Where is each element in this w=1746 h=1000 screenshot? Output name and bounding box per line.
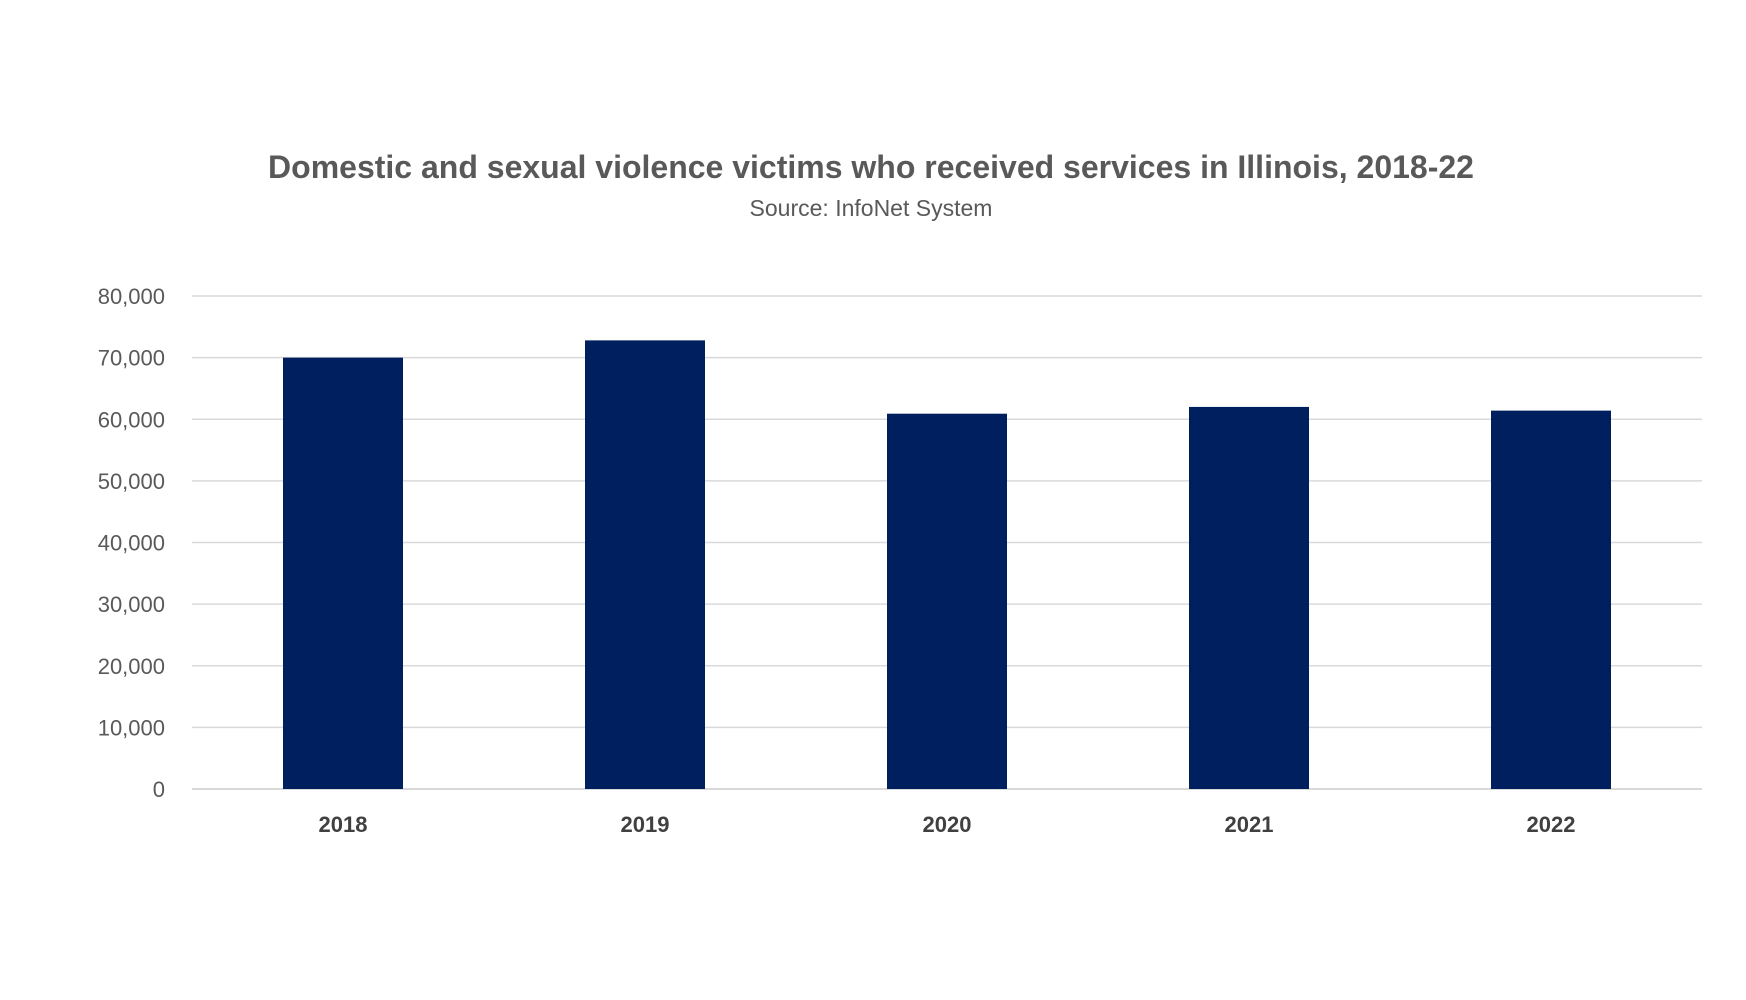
chart-subtitle: Source: InfoNet System <box>750 195 993 221</box>
chart-title: Domestic and sexual violence victims who… <box>268 149 1474 185</box>
y-tick-label: 70,000 <box>98 346 165 371</box>
x-tick-label: 2021 <box>1225 812 1274 837</box>
x-tick-label: 2018 <box>319 812 368 837</box>
x-tick-label: 2022 <box>1527 812 1576 837</box>
y-tick-label: 20,000 <box>98 654 165 679</box>
bar-2018 <box>283 357 403 789</box>
y-tick-label: 60,000 <box>98 407 165 432</box>
x-tick-label: 2019 <box>621 812 670 837</box>
bar-2021 <box>1189 406 1309 789</box>
x-tick-label: 2020 <box>923 812 972 837</box>
y-tick-label: 10,000 <box>98 715 165 740</box>
x-axis-tick-labels: 2018 2019 2020 2021 2022 <box>319 812 1576 837</box>
y-axis-tick-labels: 0 10,000 20,000 30,000 40,000 50,000 60,000 70,… <box>98 284 165 802</box>
y-tick-label: 80,000 <box>98 284 165 309</box>
bar-2020 <box>887 413 1007 789</box>
y-tick-label: 30,000 <box>98 592 165 617</box>
y-tick-label: 40,000 <box>98 531 165 556</box>
y-tick-label: 0 <box>153 777 165 802</box>
bars <box>283 340 1611 789</box>
bar-2019 <box>585 340 705 789</box>
bar-2022 <box>1491 410 1611 789</box>
y-tick-label: 50,000 <box>98 469 165 494</box>
